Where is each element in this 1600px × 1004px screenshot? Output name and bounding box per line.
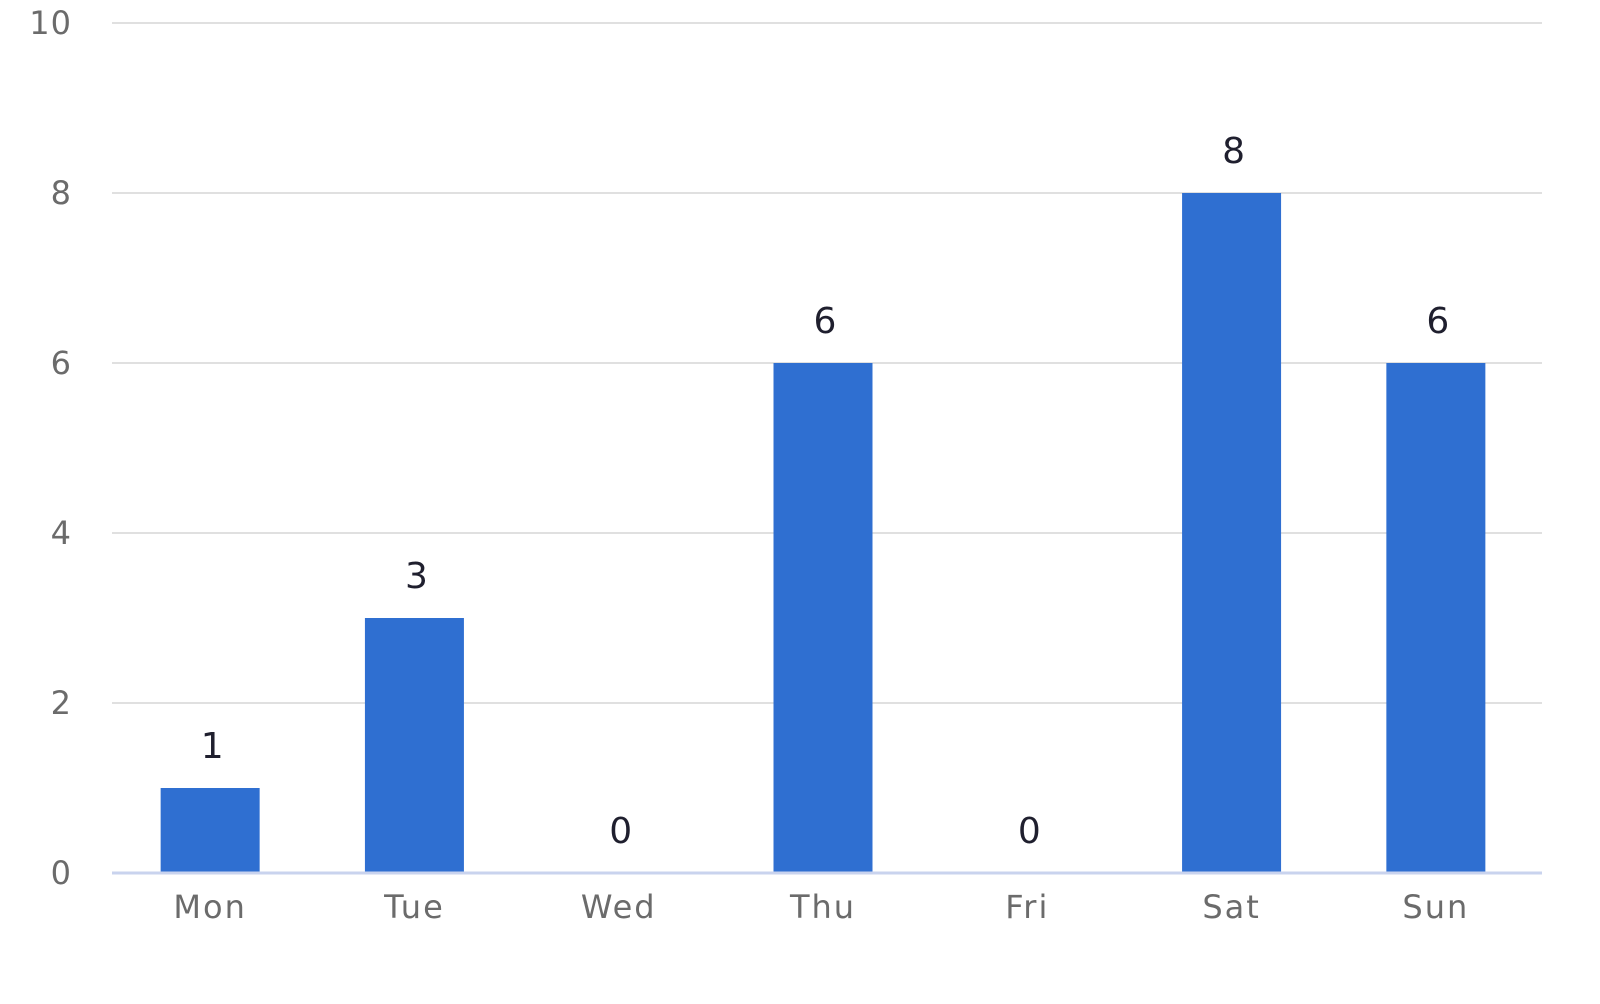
data-label-tue: 3 [405, 556, 428, 597]
y-tick-label: 2 [51, 684, 72, 722]
y-tick-label: 4 [51, 514, 72, 552]
y-tick-labels: 0 2 4 6 8 10 [29, 4, 72, 892]
x-tick-label-wed: Wed [581, 888, 657, 926]
data-label-wed: 0 [609, 811, 632, 852]
x-tick-label-mon: Mon [173, 888, 246, 926]
x-tick-label-fri: Fri [1005, 888, 1049, 926]
bars [160, 193, 1486, 873]
data-label-mon: 1 [201, 726, 224, 767]
x-tick-labels: Mon Tue Wed Thu Fri Sat Sun [173, 888, 1469, 926]
bar-sun [1386, 363, 1486, 873]
y-tick-label: 0 [51, 854, 72, 892]
y-tick-label: 6 [51, 344, 72, 382]
y-tick-label: 10 [29, 4, 72, 42]
data-label-fri: 0 [1018, 811, 1041, 852]
y-tick-label: 8 [51, 174, 72, 212]
bar-mon [160, 788, 260, 873]
bar-tue [364, 618, 464, 873]
data-label-sat: 8 [1222, 131, 1245, 172]
x-tick-label-sat: Sat [1202, 888, 1260, 926]
x-tick-label-thu: Thu [789, 888, 856, 926]
data-label-thu: 6 [814, 301, 837, 342]
data-label-sun: 6 [1426, 301, 1449, 342]
bar-sat [1182, 193, 1282, 873]
data-labels: 1 3 0 6 0 8 6 [201, 131, 1450, 852]
bar-thu [773, 363, 873, 873]
x-tick-label-tue: Tue [383, 888, 445, 926]
x-tick-label-sun: Sun [1402, 888, 1469, 926]
